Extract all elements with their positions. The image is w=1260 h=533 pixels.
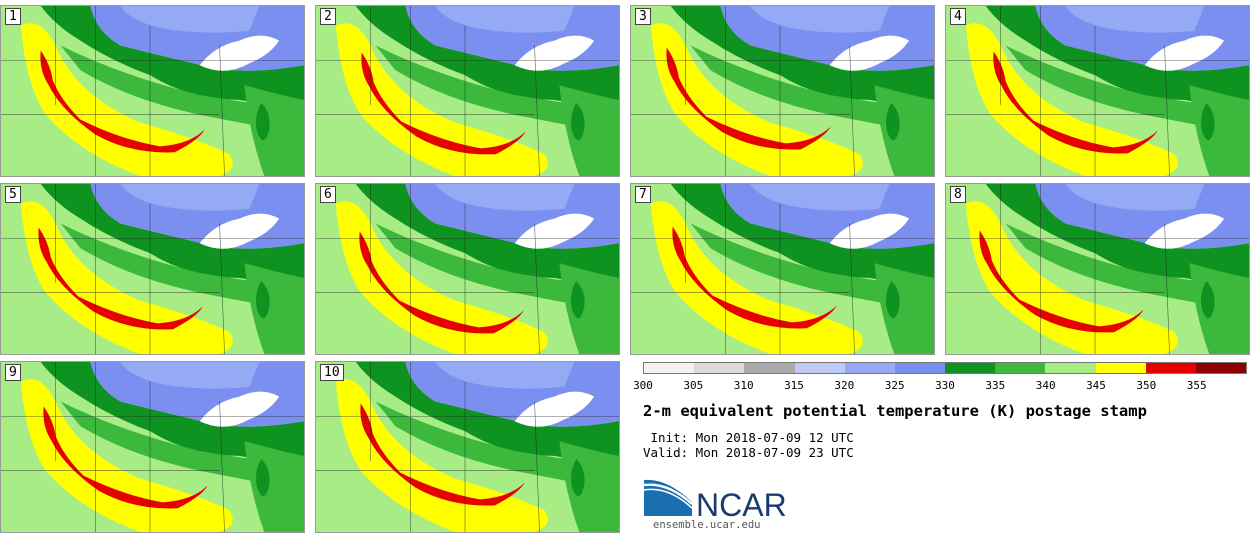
theta-e-map [316,362,619,532]
colorbar-bin [694,363,745,373]
colorbar [643,362,1247,374]
colorbar-bin [894,363,946,373]
colorbar-bin [794,363,845,373]
theta-e-map [631,184,934,354]
colorbar-tick-label: 340 [1035,379,1056,392]
member-number: 2 [320,8,336,25]
member-number: 7 [635,186,651,203]
member-number: 10 [320,364,344,381]
colorbar-tick-label: 300 [633,379,653,392]
colorbar-tick-label: 320 [834,379,855,392]
init-time: Init: Mon 2018-07-09 12 UTC [643,430,854,445]
member-panel-10: 10 [315,361,620,533]
theta-e-map [316,6,619,176]
colorbar-bin [945,363,996,373]
theta-e-map [1,362,304,532]
colorbar-tick-label: 345 [1086,379,1106,392]
figure-title: 2-m equivalent potential temperature (K)… [643,402,1147,420]
member-panel-3: 3 [630,5,935,177]
colorbar-bin [995,363,1046,373]
theta-e-map [631,6,934,176]
member-panel-7: 7 [630,183,935,355]
ncar-logo-text: NCAR [696,487,787,520]
logo-url: ensemble.ucar.edu [653,519,761,531]
member-number: 9 [5,364,21,381]
colorbar-tick-label: 350 [1136,379,1157,392]
member-panel-8: 8 [945,183,1250,355]
valid-time: Valid: Mon 2018-07-09 23 UTC [643,445,854,460]
member-number: 6 [320,186,336,203]
ncar-logo: NCAR [643,479,787,520]
colorbar-bin [844,363,895,373]
colorbar-bin [1095,363,1146,373]
colorbar-ticks: 300 305 310 315 320 325 330 335 340 345 350 355 [633,379,1247,393]
theta-e-map [1,184,304,354]
member-panel-5: 5 [0,183,305,355]
colorbar-tick-label: 325 [884,379,905,392]
colorbar-bin [1145,363,1196,373]
member-number: 5 [5,186,21,203]
colorbar-tick-label: 315 [784,379,804,392]
colorbar-bin [644,363,695,373]
colorbar-tick-label: 310 [733,379,754,392]
colorbar-tick-label: 355 [1186,379,1207,392]
member-number: 3 [635,8,651,25]
member-number: 4 [950,8,966,25]
member-panel-6: 6 [315,183,620,355]
member-panel-2: 2 [315,5,620,177]
member-number: 8 [950,186,966,203]
colorbar-bin [1045,363,1096,373]
colorbar-tick-label: 330 [935,379,955,392]
theta-e-map [946,184,1249,354]
member-panel-1: 1 [0,5,305,177]
member-panel-4: 4 [945,5,1250,177]
member-number: 1 [5,8,21,25]
colorbar-tick-label: 335 [985,379,1006,392]
colorbar-bin [1195,363,1247,373]
theta-e-map [946,6,1249,176]
theta-e-map [316,184,619,354]
colorbar-bin [744,363,795,373]
colorbar-tick-label: 305 [683,379,704,392]
member-panel-9: 9 [0,361,305,533]
theta-e-map [1,6,304,176]
